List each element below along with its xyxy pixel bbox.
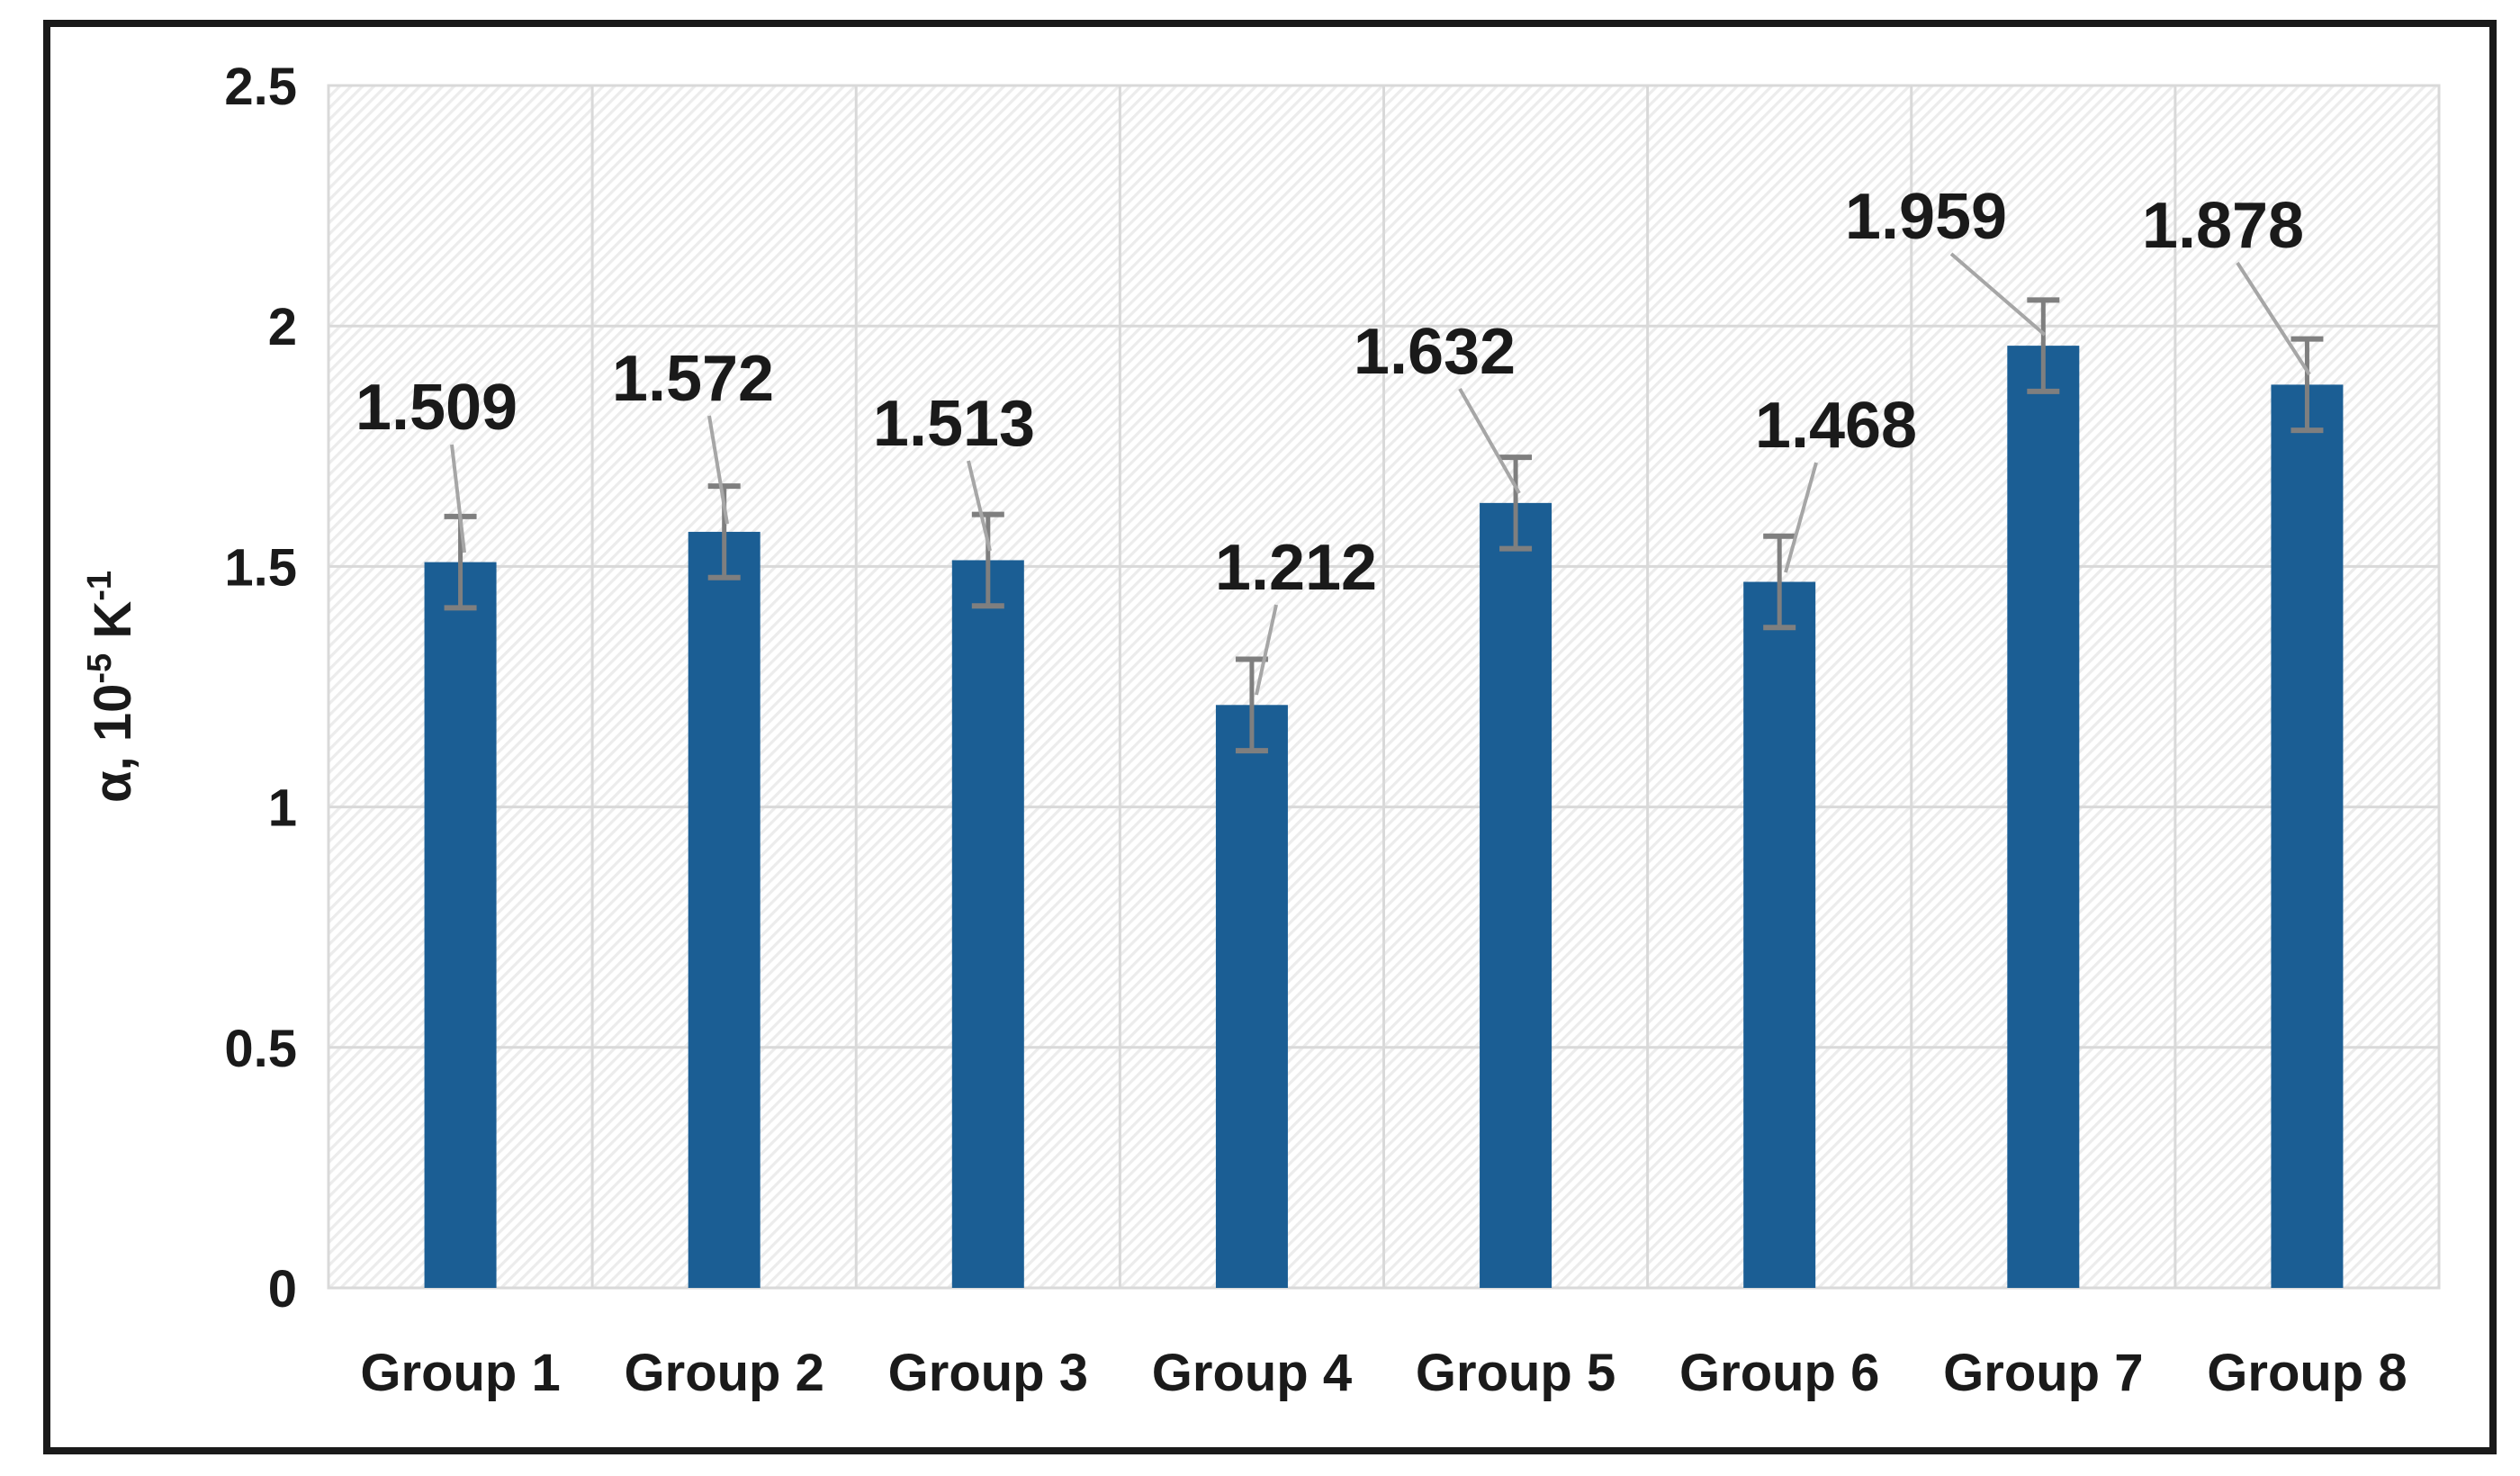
- data-label-7: 1.959: [1845, 181, 2007, 253]
- x-category-label-5: Group 5: [1416, 1344, 1616, 1402]
- bar-3: [951, 560, 1024, 1288]
- x-category-label-6: Group 6: [1679, 1344, 1879, 1402]
- data-label-8: 1.878: [2142, 190, 2304, 262]
- label-leader-line: [1949, 252, 2047, 337]
- y-tick-label: 0.5: [224, 1020, 297, 1078]
- bar-4: [1215, 705, 1288, 1288]
- label-leader-line: [2236, 261, 2311, 376]
- data-label-5: 1.632: [1354, 316, 1516, 388]
- bar-6: [1743, 581, 1816, 1288]
- label-leader-line: [707, 415, 729, 525]
- bar-5: [1480, 502, 1552, 1288]
- y-axis-title: α, 10-5 K-1: [81, 571, 142, 803]
- x-category-label-2: Group 2: [625, 1344, 824, 1402]
- label-leader-line: [1784, 462, 1818, 573]
- x-category-label-7: Group 7: [1943, 1344, 2143, 1402]
- x-category-label-1: Group 1: [360, 1344, 560, 1402]
- label-leader-line: [967, 460, 992, 552]
- y-tick-label: 0: [268, 1260, 297, 1318]
- data-label-3: 1.513: [873, 388, 1035, 460]
- data-label-6: 1.468: [1755, 390, 1917, 462]
- y-tick-label: 1: [268, 779, 297, 838]
- label-leader-line: [1255, 604, 1278, 696]
- label-leader-line: [450, 444, 466, 554]
- bar-1: [424, 562, 497, 1288]
- data-label-2: 1.572: [612, 343, 774, 415]
- data-label-1: 1.509: [356, 372, 518, 444]
- y-tick-label: 1.5: [224, 538, 297, 597]
- bar-7: [2007, 346, 2080, 1289]
- bar-2: [688, 531, 760, 1288]
- y-tick-label: 2.5: [224, 58, 297, 116]
- label-leader-line: [1458, 388, 1521, 494]
- x-category-label-8: Group 8: [2207, 1344, 2407, 1402]
- bar-8: [2271, 384, 2344, 1288]
- x-category-label-3: Group 3: [888, 1344, 1088, 1402]
- x-category-label-4: Group 4: [1152, 1344, 1352, 1402]
- data-label-4: 1.212: [1215, 532, 1377, 604]
- y-tick-label: 2: [268, 298, 297, 356]
